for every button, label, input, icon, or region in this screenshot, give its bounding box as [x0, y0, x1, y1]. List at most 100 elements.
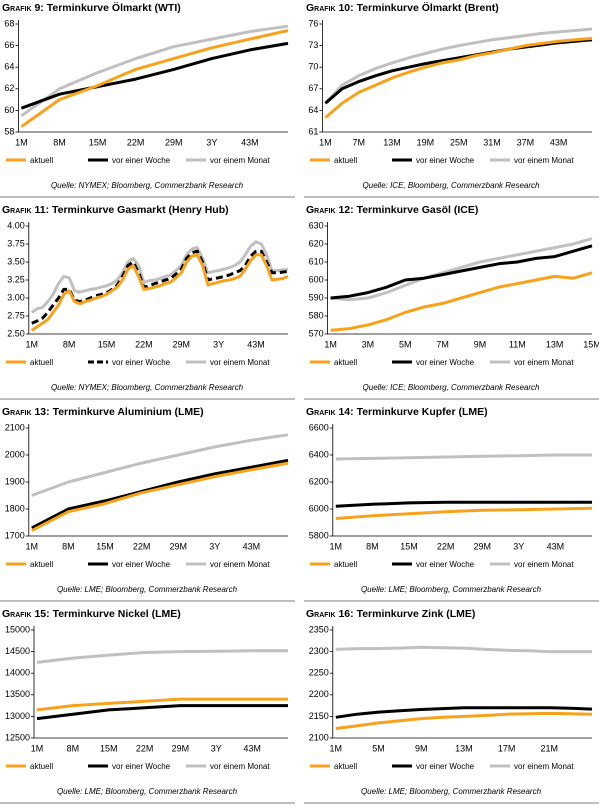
x-tick-label: 22M	[437, 541, 455, 551]
x-tick-label: 13M	[383, 137, 401, 147]
y-tick-label: 570	[309, 328, 324, 338]
x-tick-label: 5M	[399, 339, 412, 349]
y-tick-label: 14500	[5, 646, 30, 656]
x-tick-label: 29M	[473, 541, 491, 551]
y-tick-label: 610	[309, 256, 324, 266]
x-tick-label: 43M	[243, 541, 261, 551]
legend-label: aktuell	[30, 762, 53, 771]
chart: Grafik 10: Terminkurve Ölmarkt (Brent) 61…	[304, 1, 599, 198]
y-tick-label: 5800	[309, 530, 329, 540]
title-text: Terminkurve Kupfer (LME)	[357, 406, 488, 418]
legend-label: vor einer Woche	[112, 358, 171, 367]
x-tick-label: 8M	[53, 137, 66, 147]
y-tick-label: 73	[308, 40, 318, 50]
series-line	[31, 433, 289, 497]
series-line	[324, 27, 593, 105]
source: Quelle: NYMEX; Bloomberg, Commerzbank Re…	[51, 383, 244, 392]
x-tick-label: 29M	[165, 137, 183, 147]
x-tick-label: 8M	[62, 541, 75, 551]
source: Quelle: LME; Bloomberg, Commerzbank Rese…	[57, 585, 238, 594]
x-tick-label: 17M	[498, 743, 516, 753]
x-tick-label: 1M	[26, 339, 39, 349]
series-line	[20, 41, 289, 110]
y-tick-label: 580	[309, 310, 324, 320]
x-tick-label: 15M	[400, 541, 418, 551]
figure-label: Grafik 16:	[306, 608, 354, 620]
legend-label: aktuell	[334, 358, 357, 367]
title-text: Terminkurve Zink (LME)	[357, 608, 476, 620]
chart-panel: Grafik 14: Terminkurve Kupfer (LME) 5800 6…	[304, 404, 599, 604]
chart-title: Grafik 10: Terminkurve Ölmarkt (Brent)	[306, 1, 499, 14]
x-tick-label: 3M	[362, 339, 375, 349]
series-line	[30, 240, 289, 314]
series-line	[20, 29, 289, 128]
series-line	[30, 253, 289, 332]
chart: Grafik 9: Terminkurve Ölmarkt (WTI) 58 60 6…	[0, 1, 295, 198]
x-tick-label: 1M	[31, 743, 44, 753]
legend-label: vor einer Woche	[416, 762, 475, 771]
chart: Grafik 14: Terminkurve Kupfer (LME) 5800 6…	[304, 406, 599, 602]
x-tick-label: 11M	[509, 339, 526, 349]
series-line	[31, 458, 289, 530]
x-tick-label: 1M	[319, 137, 332, 147]
series-line	[20, 24, 289, 118]
legend-label: aktuell	[334, 156, 357, 165]
figure-label: Grafik 12:	[306, 204, 354, 216]
source: Quelle: LME; Bloomberg, Commerzbank Rese…	[361, 787, 542, 796]
x-tick-label: 43M	[241, 137, 259, 147]
x-tick-label: 13M	[546, 339, 564, 349]
legend-label: vor einer Woche	[416, 560, 475, 569]
x-tick-label: 19M	[417, 137, 435, 147]
x-tick-label: 43M	[243, 743, 261, 753]
series-line	[330, 244, 593, 300]
y-tick-label: 600	[309, 274, 324, 284]
title-text: Terminkurve Ölmarkt (WTI)	[47, 1, 181, 14]
y-tick-label: 2150	[309, 711, 329, 721]
x-tick-label: 8M	[366, 541, 379, 551]
y-tick-label: 590	[309, 292, 324, 302]
x-tick-label: 9M	[415, 743, 428, 753]
x-tick-label: 29M	[169, 541, 187, 551]
title-text: Terminkurve Aluminium (LME)	[53, 406, 204, 418]
y-tick-label: 62	[4, 83, 14, 93]
title-text: Terminkurve Gasöl (ICE)	[357, 204, 479, 216]
y-tick-label: 2250	[309, 668, 329, 678]
title-text: Terminkurve Ölmarkt (Brent)	[357, 1, 499, 14]
x-tick-label: 7M	[436, 339, 449, 349]
legend-label: aktuell	[30, 358, 53, 367]
x-tick-label: 1M	[330, 541, 343, 551]
y-tick-label: 2.75	[7, 310, 25, 320]
x-tick-label: 22M	[133, 541, 151, 551]
figure-label: Grafik 15:	[2, 608, 50, 620]
chart-panel: Grafik 11: Terminkurve Gasmarkt (Henry H…	[0, 202, 295, 402]
chart-title: Grafik 9: Terminkurve Ölmarkt (WTI)	[2, 1, 181, 14]
series-line	[335, 711, 593, 730]
chart: Grafik 16: Terminkurve Zink (LME) 2100 215…	[304, 608, 599, 804]
series-line	[335, 500, 592, 508]
chart-panel: Grafik 12: Terminkurve Gasöl (ICE) 570 580…	[304, 202, 599, 402]
y-tick-label: 1800	[5, 503, 25, 513]
legend-label: vor einem Monat	[210, 358, 270, 367]
x-tick-label: 3Y	[206, 137, 217, 147]
legend-label: vor einer Woche	[112, 762, 171, 771]
series-line	[31, 461, 289, 532]
y-tick-label: 70	[308, 62, 318, 72]
chart-panel: Grafik 13: Terminkurve Aluminium (LME) 17…	[0, 404, 295, 604]
y-tick-label: 630	[309, 220, 324, 230]
y-tick-label: 620	[309, 238, 324, 248]
y-tick-label: 15000	[5, 624, 30, 634]
y-tick-label: 6400	[309, 449, 329, 459]
legend-label: vor einem Monat	[210, 762, 270, 771]
legend-label: vor einer Woche	[416, 358, 475, 367]
legend-label: vor einer Woche	[112, 156, 171, 165]
chart-title: Grafik 12: Terminkurve Gasöl (ICE)	[306, 204, 478, 216]
y-tick-label: 64	[4, 62, 14, 72]
x-tick-label: 5M	[372, 743, 385, 753]
x-tick-label: 15M	[583, 339, 599, 349]
x-tick-label: 1M	[324, 339, 337, 349]
figure-label: Grafik 13:	[2, 406, 50, 418]
x-tick-label: 8M	[67, 743, 80, 753]
y-tick-label: 2100	[309, 732, 329, 742]
y-tick-label: 13000	[5, 711, 30, 721]
